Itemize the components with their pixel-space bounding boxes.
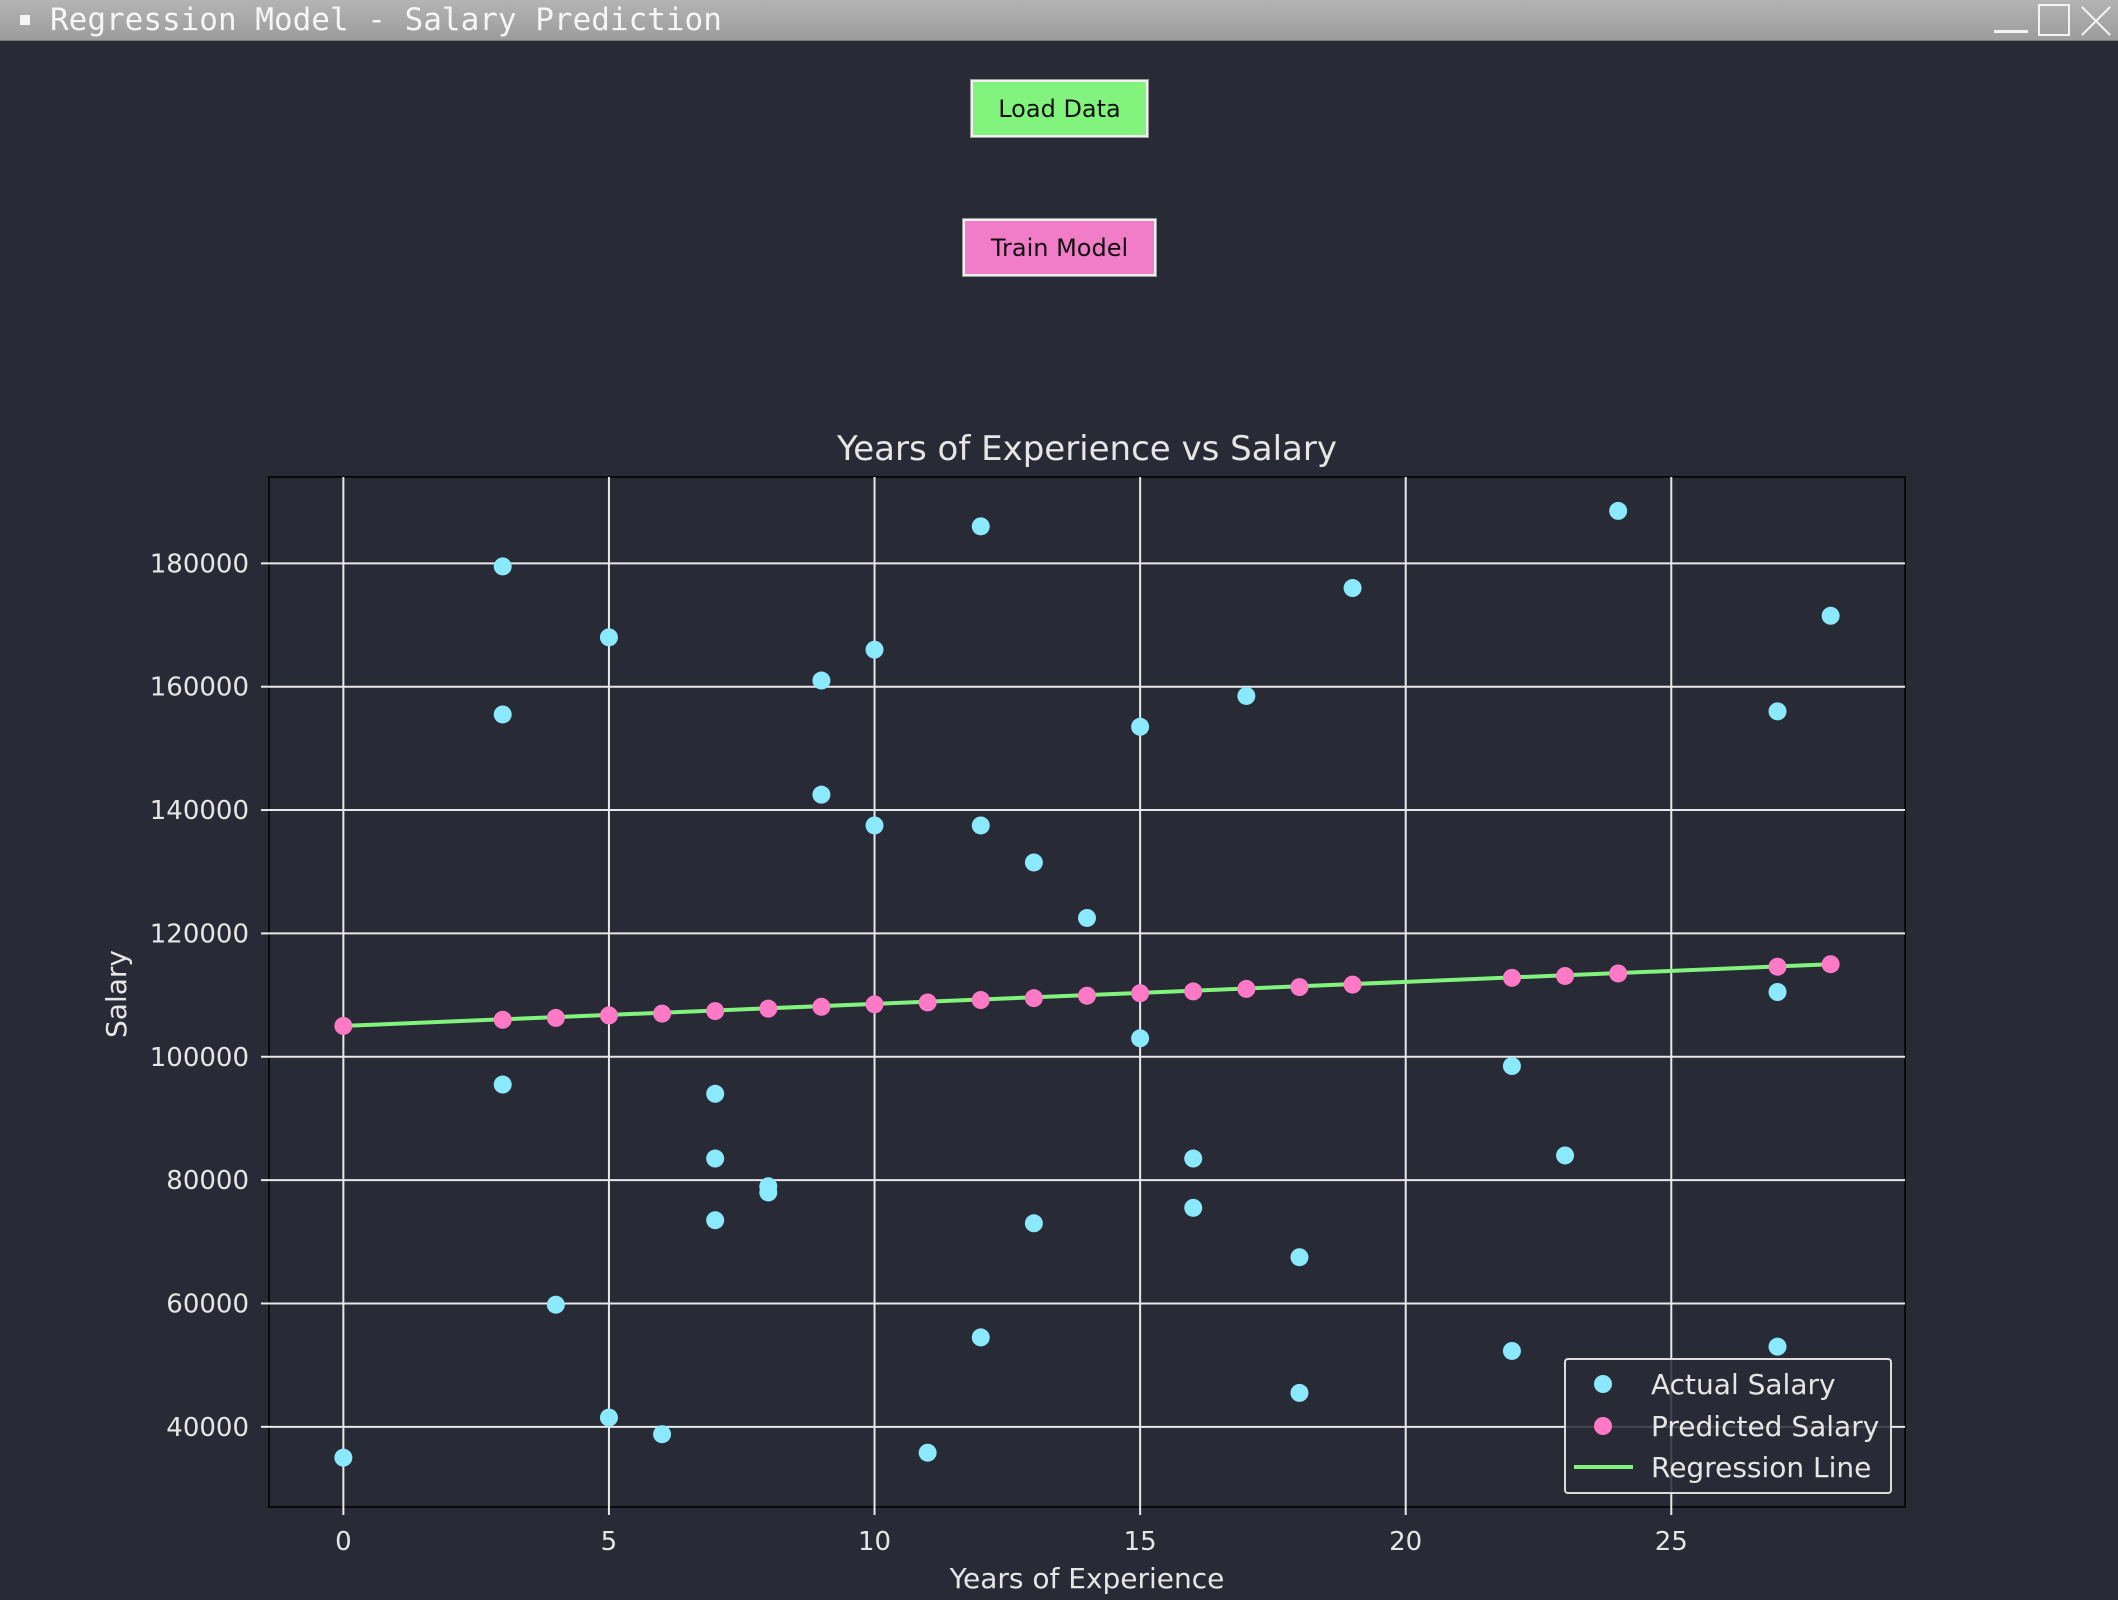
actual-salary-point bbox=[706, 1084, 725, 1103]
predicted-salary-point bbox=[493, 1010, 512, 1029]
actual-salary-point bbox=[1768, 702, 1787, 721]
actual-salary-point bbox=[759, 1183, 778, 1202]
actual-salary-point bbox=[918, 1443, 937, 1462]
chart-series bbox=[334, 501, 1840, 1467]
actual-salary-point bbox=[1609, 501, 1628, 520]
actual-salary-point bbox=[1768, 1337, 1787, 1356]
actual-salary-point bbox=[493, 557, 512, 576]
legend-label-actual: Actual Salary bbox=[1651, 1368, 1836, 1401]
actual-salary-point bbox=[599, 1408, 618, 1427]
actual-salary-point bbox=[1131, 1029, 1150, 1048]
y-tick-label: 40000 bbox=[166, 1413, 249, 1443]
actual-salary-point bbox=[1024, 853, 1043, 872]
x-tick-label: 0 bbox=[335, 1527, 352, 1557]
x-axis-label: Years of Experience bbox=[949, 1562, 1225, 1595]
predicted-salary-point bbox=[1502, 968, 1521, 987]
actual-salary-point bbox=[599, 628, 618, 647]
actual-salary-point bbox=[865, 816, 884, 835]
y-tick-label: 180000 bbox=[150, 549, 249, 579]
predicted-salary-point bbox=[1821, 955, 1840, 974]
legend: Actual Salary Predicted Salary Regressio… bbox=[1564, 1358, 1892, 1494]
predicted-salary-point bbox=[759, 999, 778, 1018]
x-tick-label: 25 bbox=[1655, 1527, 1688, 1557]
predicted-salary-point bbox=[653, 1004, 672, 1023]
actual-salary-point bbox=[1184, 1198, 1203, 1217]
minimize-icon[interactable] bbox=[1994, 3, 2028, 37]
y-axis-label: Salary bbox=[100, 950, 133, 1038]
y-tick-label: 80000 bbox=[166, 1166, 249, 1196]
actual-salary-point bbox=[971, 816, 990, 835]
y-axis-ticks: 40000 60000 80000 100000 120000 140000 160000 1… bbox=[150, 549, 269, 1443]
predicted-salary-point bbox=[1184, 982, 1203, 1001]
x-tick-label: 5 bbox=[601, 1527, 618, 1557]
predicted-salary-point bbox=[1290, 978, 1309, 997]
predicted-salary-point bbox=[1343, 975, 1362, 994]
load-data-button[interactable]: Load Data bbox=[970, 79, 1149, 138]
predicted-salary-point bbox=[1131, 984, 1150, 1003]
actual-salary-point bbox=[1290, 1383, 1309, 1402]
predicted-salary-point bbox=[812, 997, 831, 1016]
actual-salary-point bbox=[1131, 717, 1150, 736]
actual-salary-point bbox=[1078, 908, 1096, 927]
y-tick-label: 60000 bbox=[166, 1289, 249, 1319]
x-tick-label: 20 bbox=[1389, 1527, 1422, 1557]
predicted-salary-point bbox=[1237, 979, 1256, 998]
actual-salary-point bbox=[706, 1211, 725, 1230]
actual-salary-point bbox=[653, 1425, 672, 1444]
predicted-salary-point bbox=[1556, 966, 1575, 985]
predicted-salary-point bbox=[1078, 986, 1096, 1005]
legend-marker-actual bbox=[1594, 1375, 1612, 1393]
actual-salary-point bbox=[493, 705, 512, 724]
window-title: Regression Model - Salary Prediction bbox=[50, 2, 722, 38]
actual-salary-point bbox=[1502, 1057, 1521, 1076]
train-model-button[interactable]: Train Model bbox=[962, 218, 1157, 277]
predicted-salary-point bbox=[971, 991, 990, 1010]
x-axis-ticks: 0 5 10 15 20 25 bbox=[335, 1507, 1688, 1557]
actual-salary-point bbox=[971, 517, 990, 536]
actual-salary-point bbox=[1343, 579, 1362, 598]
predicted-salary-point bbox=[1024, 989, 1043, 1008]
predicted-salary-point bbox=[706, 1002, 725, 1021]
y-tick-label: 160000 bbox=[150, 673, 249, 703]
actual-salary-point bbox=[1768, 983, 1787, 1001]
y-tick-label: 100000 bbox=[150, 1043, 249, 1073]
actual-salary-point bbox=[706, 1149, 725, 1168]
legend-label-regression: Regression Line bbox=[1651, 1451, 1871, 1484]
actual-salary-point bbox=[1024, 1214, 1043, 1233]
maximize-icon[interactable] bbox=[2036, 3, 2070, 37]
legend-label-predicted: Predicted Salary bbox=[1651, 1410, 1879, 1443]
actual-salary-point bbox=[1502, 1341, 1521, 1360]
predicted-salary-point bbox=[546, 1008, 565, 1027]
predicted-salary-point bbox=[599, 1006, 618, 1025]
predicted-salary-point bbox=[918, 993, 937, 1012]
predicted-salary-point bbox=[865, 995, 884, 1014]
actual-salary-point bbox=[1821, 606, 1840, 625]
window-menu-icon[interactable] bbox=[20, 15, 30, 25]
actual-salary-point bbox=[865, 640, 884, 659]
actual-salary-point bbox=[334, 1448, 353, 1467]
actual-salary-point bbox=[971, 1328, 990, 1347]
actual-salary-point bbox=[1290, 1248, 1309, 1267]
actual-salary-point bbox=[493, 1075, 512, 1094]
legend-marker-predicted bbox=[1594, 1417, 1612, 1435]
actual-salary-point bbox=[812, 785, 831, 804]
predicted-salary-point bbox=[334, 1016, 353, 1035]
predicted-salary-point bbox=[1768, 957, 1787, 976]
actual-salary-point bbox=[812, 671, 831, 690]
x-tick-label: 10 bbox=[858, 1527, 891, 1557]
title-bar[interactable]: Regression Model - Salary Prediction bbox=[0, 0, 2118, 41]
chart-title: Years of Experience vs Salary bbox=[836, 429, 1337, 469]
y-tick-label: 140000 bbox=[150, 796, 249, 826]
actual-salary-point bbox=[546, 1295, 565, 1314]
actual-salary-point bbox=[1184, 1149, 1203, 1168]
actual-salary-point bbox=[1556, 1146, 1575, 1165]
predicted-salary-point bbox=[1609, 964, 1628, 983]
actual-salary-point bbox=[1237, 686, 1256, 705]
legend-box bbox=[1564, 1358, 1892, 1494]
y-tick-label: 120000 bbox=[150, 919, 249, 949]
x-tick-label: 15 bbox=[1124, 1527, 1157, 1557]
